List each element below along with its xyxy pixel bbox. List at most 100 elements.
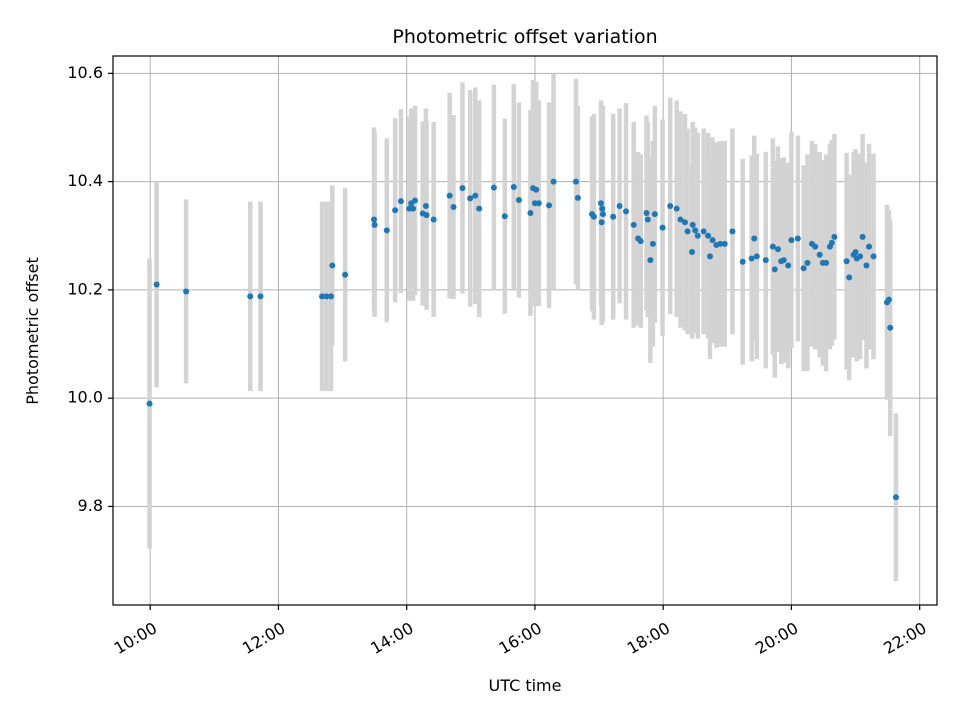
y-gridlines	[113, 72, 937, 507]
data-point	[328, 293, 335, 300]
data-point	[423, 212, 430, 219]
data-point	[694, 232, 701, 239]
data-point	[831, 233, 838, 240]
data-point	[146, 400, 153, 407]
data-point	[823, 259, 830, 266]
chart-title: Photometric offset variation	[392, 26, 657, 48]
data-point	[885, 296, 892, 303]
data-point	[892, 494, 899, 501]
data-point	[472, 192, 479, 199]
data-point	[630, 221, 637, 228]
data-point	[771, 266, 778, 273]
data-point	[430, 216, 437, 223]
data-point	[794, 235, 801, 242]
data-point	[572, 178, 579, 185]
data-point	[887, 324, 894, 331]
y-tick-label: 9.8	[78, 496, 103, 515]
data-point	[342, 271, 349, 278]
data-point	[392, 207, 399, 214]
data-point	[476, 205, 483, 212]
data-point	[751, 235, 758, 242]
data-point	[610, 213, 617, 220]
data-point	[739, 258, 746, 265]
y-axis-ticks: 9.8 10.0 10.2 10.4 10.6	[67, 63, 113, 515]
data-point	[467, 195, 474, 202]
data-point	[533, 186, 540, 193]
data-point	[859, 233, 866, 240]
data-point	[410, 205, 417, 212]
data-point	[370, 216, 377, 223]
data-point	[371, 221, 378, 228]
y-tick-label: 10.2	[67, 279, 103, 298]
data-point	[659, 224, 666, 231]
data-point	[681, 219, 688, 226]
data-point	[753, 253, 760, 260]
plot-frame	[112, 55, 938, 606]
data-point	[644, 216, 651, 223]
data-point	[800, 265, 807, 272]
data-point	[812, 243, 819, 250]
data-point	[535, 200, 542, 207]
data-point	[637, 238, 644, 245]
data-point	[828, 239, 835, 246]
data-point	[705, 232, 712, 239]
data-point	[721, 240, 728, 247]
data-point	[323, 293, 330, 300]
data-point	[597, 200, 604, 207]
data-point	[677, 216, 684, 223]
data-point	[446, 192, 453, 199]
data-point	[546, 202, 553, 209]
data-point	[590, 213, 597, 220]
data-point	[550, 178, 557, 185]
data-point	[383, 227, 390, 234]
data-point	[769, 243, 776, 250]
data-point	[717, 240, 724, 247]
data-point	[785, 262, 792, 269]
data-point	[574, 194, 581, 201]
data-point	[459, 185, 466, 192]
data-point	[684, 228, 691, 235]
data-point	[501, 213, 508, 220]
data-point	[870, 253, 877, 260]
data-point	[706, 253, 713, 260]
data-point	[788, 237, 795, 244]
data-point	[247, 293, 254, 300]
data-point	[651, 211, 658, 218]
data-point	[412, 197, 419, 204]
data-point	[863, 262, 870, 269]
y-axis-title: Photometric offset	[23, 257, 42, 405]
data-point	[843, 258, 850, 265]
data-point	[527, 210, 534, 217]
data-point	[729, 228, 736, 235]
y-tick-label: 10.0	[67, 388, 103, 407]
data-point	[689, 248, 696, 255]
data-point	[490, 184, 497, 191]
data-point	[804, 259, 811, 266]
y-tick-label: 10.6	[67, 63, 103, 82]
data-point	[598, 219, 605, 226]
data-point	[647, 257, 654, 264]
data-point	[599, 211, 606, 218]
data-point	[616, 202, 623, 209]
data-point	[510, 184, 517, 191]
data-point	[700, 228, 707, 235]
data-point	[422, 202, 429, 209]
y-tick-label: 10.4	[67, 171, 103, 190]
data-point	[709, 237, 716, 244]
data-point	[774, 246, 781, 253]
data-point	[667, 202, 674, 209]
data-point	[816, 251, 823, 258]
data-point	[397, 198, 404, 205]
data-point	[689, 221, 696, 228]
data-point	[748, 255, 755, 262]
data-point	[643, 210, 650, 217]
data-point	[515, 197, 522, 204]
data-point	[866, 243, 873, 250]
x-axis-title: UTC time	[489, 676, 562, 695]
data-point	[319, 293, 326, 300]
data-point	[450, 204, 457, 211]
data-point	[183, 288, 190, 295]
data-point	[846, 274, 853, 281]
data-points	[146, 178, 899, 501]
